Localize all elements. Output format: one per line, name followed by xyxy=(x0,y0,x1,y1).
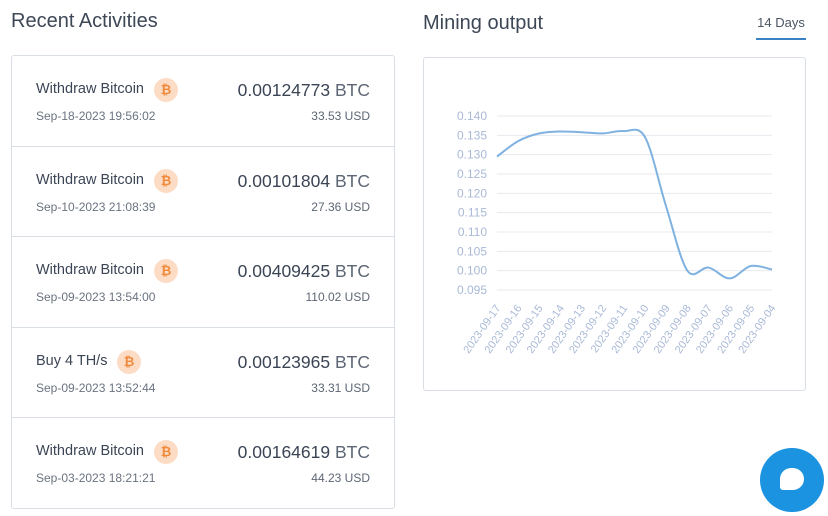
data-point[interactable] xyxy=(642,134,648,140)
activity-amount: 0.00123965 BTC xyxy=(238,352,370,373)
activity-amount-value: 0.00164619 xyxy=(237,442,331,463)
activity-amount-value: 0.00124773 xyxy=(237,80,331,100)
activity-amount: 0.00164619 BTC xyxy=(238,442,370,463)
activity-name: Withdraw Bitcoin xyxy=(36,171,144,188)
activity-row[interactable]: Withdraw Bitcoin ₿ Sep-18-2023 19:56:02 0.0… xyxy=(12,56,394,147)
data-point[interactable] xyxy=(727,275,733,281)
y-tick-label: 0.115 xyxy=(458,206,487,220)
activity-date: Sep-18-2023 19:56:02 xyxy=(36,109,156,123)
activity-date: Sep-09-2023 13:54:00 xyxy=(36,290,156,305)
data-point[interactable] xyxy=(748,263,754,269)
mining-output-chart-svg: 0.140 0.135 0.130 0.125 0.120 0.115 0.110 0.105… xyxy=(457,109,778,356)
activity-name: Withdraw Bitcoin xyxy=(36,262,144,279)
activity-name: Buy 4 TH/s xyxy=(36,352,108,369)
y-tick-label: 0.110 xyxy=(458,225,487,239)
y-tick-label: 0.095 xyxy=(457,283,487,297)
data-point[interactable] xyxy=(557,128,563,134)
activity-name: Withdraw Bitcoin xyxy=(36,443,144,460)
data-point[interactable] xyxy=(706,265,712,271)
chat-icon xyxy=(780,468,804,490)
data-point[interactable] xyxy=(663,204,669,210)
bitcoin-icon: ₿ xyxy=(154,259,178,284)
activity-date: Sep-03-2023 18:21:21 xyxy=(36,471,156,486)
activity-amount-value: 0.00409425 xyxy=(237,261,331,282)
activity-usd: 110.02 USD xyxy=(305,290,370,305)
data-point[interactable] xyxy=(600,130,606,136)
y-tick-label: 0.105 xyxy=(457,244,487,258)
activity-amount-unit: BTC xyxy=(335,261,370,282)
activity-usd: 33.31 USD xyxy=(311,380,370,395)
bitcoin-icon: ₿ xyxy=(117,349,141,374)
activity-date: Sep-10-2023 21:08:39 xyxy=(36,199,156,214)
activity-row[interactable]: Withdraw Bitcoin ₿ Sep-03-2023 18:21:21 0.0… xyxy=(12,418,394,509)
activity-date: Sep-09-2023 13:52:44 xyxy=(36,380,156,395)
activity-usd: 33.53 USD xyxy=(311,109,370,123)
chat-button[interactable] xyxy=(760,448,824,512)
y-tick-label: 0.140 xyxy=(457,109,487,123)
y-tick-label: 0.125 xyxy=(457,167,487,181)
data-point[interactable] xyxy=(536,130,542,136)
activity-row[interactable]: Withdraw Bitcoin ₿ Sep-10-2023 21:08:39 0.0… xyxy=(12,147,394,238)
activity-amount-unit: BTC xyxy=(335,80,370,100)
recent-activities-title: Recent Activities xyxy=(11,10,158,32)
recent-activities-list: Withdraw Bitcoin ₿ Sep-18-2023 19:56:02 0.0… xyxy=(11,55,395,509)
data-point[interactable] xyxy=(579,129,585,135)
y-tick-label: 0.130 xyxy=(457,148,487,162)
data-point[interactable] xyxy=(684,268,690,274)
y-tick-label: 0.120 xyxy=(457,186,487,200)
activity-amount-value: 0.00123965 xyxy=(237,351,331,372)
tab-active-underline xyxy=(756,38,806,40)
tab-14-days[interactable]: 14 Days xyxy=(757,15,805,30)
bitcoin-icon: ₿ xyxy=(154,440,178,465)
y-tick-label: 0.135 xyxy=(457,128,487,142)
activity-usd: 27.36 USD xyxy=(311,199,370,214)
data-point[interactable] xyxy=(494,154,500,160)
activity-amount: 0.00409425 BTC xyxy=(238,261,370,282)
bitcoin-icon: ₿ xyxy=(154,78,178,102)
data-point[interactable] xyxy=(515,138,521,144)
activity-amount-unit: BTC xyxy=(335,170,370,191)
activity-name: Withdraw Bitcoin xyxy=(36,81,144,97)
activity-amount-value: 0.00101804 xyxy=(237,170,331,191)
mining-output-title: Mining output xyxy=(423,12,544,34)
activity-row[interactable]: Withdraw Bitcoin ₿ Sep-09-2023 13:54:00 0.0… xyxy=(12,237,394,328)
activity-usd: 44.23 USD xyxy=(311,471,370,486)
activity-amount: 0.00124773 BTC xyxy=(238,80,370,101)
data-point[interactable] xyxy=(769,267,775,273)
mining-output-chart: 0.140 0.135 0.130 0.125 0.120 0.115 0.110 0.105… xyxy=(423,57,806,391)
data-point[interactable] xyxy=(621,128,627,134)
activity-row[interactable]: Buy 4 TH/s ₿ Sep-09-2023 13:52:44 0.0012396… xyxy=(12,328,394,419)
activity-amount: 0.00101804 BTC xyxy=(238,171,370,192)
mining-output-line xyxy=(496,128,773,280)
activity-amount-unit: BTC xyxy=(335,442,370,463)
y-tick-label: 0.100 xyxy=(457,264,487,278)
bitcoin-icon: ₿ xyxy=(154,168,178,193)
activity-amount-unit: BTC xyxy=(335,351,370,372)
